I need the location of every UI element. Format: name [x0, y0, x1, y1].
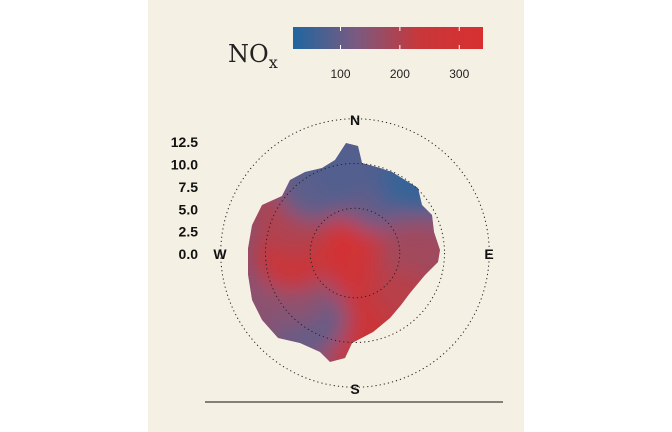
compass-west: W	[213, 246, 227, 262]
colorbar-tick-label: 200	[390, 67, 410, 81]
colorbar-tick-label: 100	[330, 67, 350, 81]
radial-tick-label: 0.0	[179, 246, 199, 262]
surface-blob	[380, 143, 440, 216]
surface-blob	[309, 143, 386, 202]
radial-tick-label: 12.5	[171, 134, 198, 150]
compass-east: E	[484, 246, 493, 262]
radial-tick-label: 10.0	[171, 157, 198, 173]
radial-tick-label: 2.5	[179, 224, 199, 240]
pollutant-label: NOx	[228, 40, 278, 72]
compass-north: N	[350, 112, 360, 128]
colorbar-tick-label: 300	[449, 67, 469, 81]
radial-rings	[220, 118, 490, 388]
radial-tick-label: 7.5	[179, 179, 199, 195]
colorbar-ticks: 100 200 300	[330, 27, 470, 81]
radial-ring	[309, 207, 401, 299]
compass-south: S	[350, 381, 359, 397]
polar-surface	[248, 143, 440, 362]
radial-ring	[265, 163, 445, 343]
radial-axis-ticks: 12.5 10.0 7.5 5.0 2.5 0.0	[171, 134, 198, 262]
colorbar	[293, 27, 483, 49]
radial-tick-label: 5.0	[179, 201, 199, 217]
radial-ring	[220, 118, 490, 388]
